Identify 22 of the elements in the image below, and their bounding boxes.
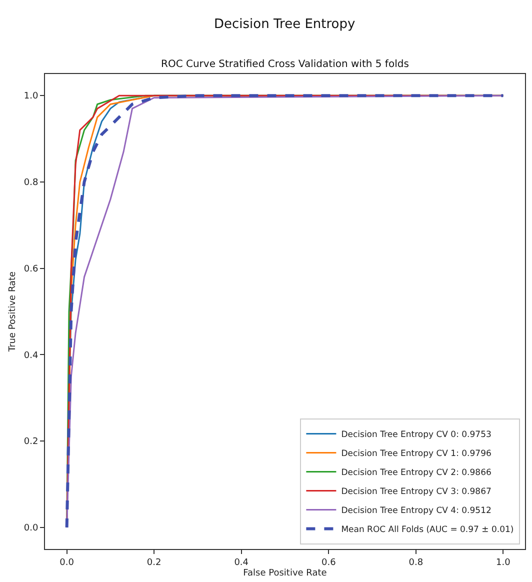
legend-label: Decision Tree Entropy CV 3: 0.9867 xyxy=(341,487,492,498)
y-tick-label: 0.0 xyxy=(24,524,38,534)
x-tick-label: 0.4 xyxy=(234,558,249,568)
legend-label: Decision Tree Entropy CV 0: 0.9753 xyxy=(341,430,492,440)
x-tick-label: 0.0 xyxy=(60,558,74,568)
y-tick-label: 0.4 xyxy=(24,350,38,361)
x-tick-label: 0.8 xyxy=(408,558,424,568)
y-axis-title: True Positive Rate xyxy=(8,270,18,353)
legend-label: Decision Tree Entropy CV 2: 0.9866 xyxy=(341,468,492,478)
y-tick-label: 1.0 xyxy=(24,92,38,102)
legend-label: Mean ROC All Folds (AUC = 0.97 ± 0.01) xyxy=(341,525,514,536)
legend-label: Decision Tree Entropy CV 4: 0.9512 xyxy=(341,506,492,516)
chart-subtitle: ROC Curve Stratified Cross Validation with 5 folds xyxy=(161,59,409,70)
x-tick-label: 0.6 xyxy=(321,558,336,568)
x-tick-label: 1.0 xyxy=(496,558,511,568)
y-tick-label: 0.6 xyxy=(24,264,38,274)
y-tick-label: 0.2 xyxy=(24,437,38,448)
x-axis-title: False Positive Rate xyxy=(243,568,328,579)
x-tick-label: 0.2 xyxy=(146,558,162,568)
legend-label: Decision Tree Entropy CV 1: 0.9796 xyxy=(341,449,492,460)
y-tick-label: 0.8 xyxy=(24,178,38,188)
chart-title: Decision Tree Entropy xyxy=(214,17,356,32)
